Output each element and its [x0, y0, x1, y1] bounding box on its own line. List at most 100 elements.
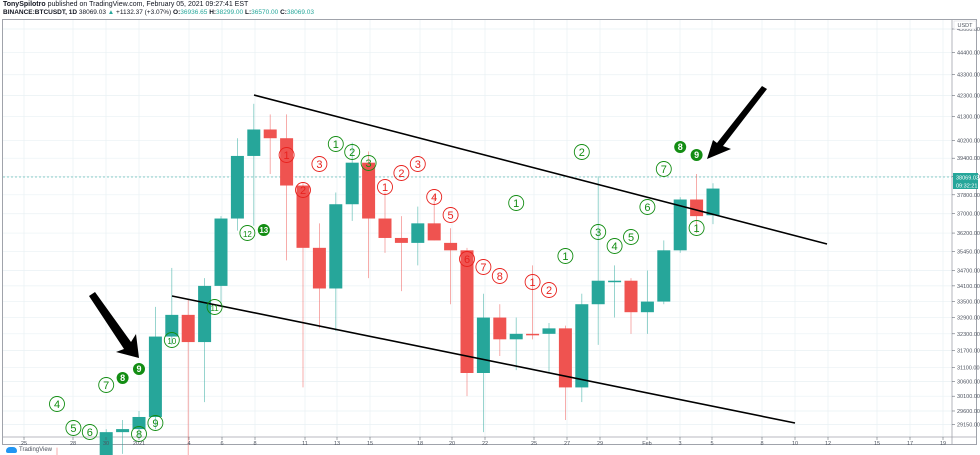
svg-text:3: 3 — [316, 159, 322, 171]
candle[interactable] — [198, 278, 212, 403]
candle[interactable] — [591, 176, 605, 345]
candle[interactable] — [526, 265, 540, 340]
candle[interactable] — [214, 216, 228, 307]
close-value: 38069.03 — [286, 9, 315, 16]
candle[interactable] — [51, 447, 64, 455]
price-tick: 39400.00 — [957, 156, 980, 162]
svg-text:12: 12 — [243, 230, 252, 239]
price-tick: 41300.00 — [957, 115, 980, 121]
candle[interactable] — [444, 228, 458, 305]
candle[interactable] — [509, 317, 523, 371]
td-count-marker: 5 — [442, 207, 459, 223]
candle[interactable] — [116, 419, 130, 454]
date-tick: 29 — [597, 441, 603, 447]
svg-text:2: 2 — [398, 168, 404, 180]
price-tick: 30600.00 — [957, 380, 980, 386]
svg-text:10: 10 — [167, 337, 176, 346]
td-count-marker: 4 — [426, 189, 443, 205]
svg-text:6: 6 — [87, 427, 93, 439]
date-tick: 6 — [220, 441, 223, 447]
date-tick: 8 — [253, 441, 256, 447]
svg-text:7: 7 — [661, 164, 667, 176]
svg-text:8: 8 — [678, 142, 683, 152]
price-tick: 37000.00 — [957, 212, 980, 218]
close-label: C: — [280, 9, 287, 16]
up-triangle-icon: ▲ — [107, 9, 115, 16]
candle[interactable] — [558, 325, 572, 420]
date-tick: 2021 — [133, 441, 145, 447]
td-count-marker: 1 — [278, 147, 295, 163]
svg-text:5: 5 — [628, 232, 634, 244]
svg-text:6: 6 — [644, 202, 650, 214]
td-count-marker: 10 — [163, 332, 180, 348]
date-tick: Feb — [642, 441, 651, 447]
candle[interactable] — [608, 265, 622, 318]
svg-text:1: 1 — [530, 277, 536, 289]
td-count-marker: 6 — [639, 199, 656, 215]
td-count-marker: 2 — [393, 165, 410, 181]
upper-trendline — [253, 94, 828, 245]
candle[interactable] — [394, 216, 408, 292]
candle[interactable] — [427, 194, 441, 241]
candle[interactable] — [624, 278, 638, 334]
date-tick: 15 — [367, 441, 373, 447]
price-tick: 33500.00 — [957, 300, 980, 306]
td-count-marker: 6 — [81, 424, 98, 440]
date-tick: 10 — [792, 441, 798, 447]
date-tick: 8 — [760, 441, 763, 447]
td-count-marker: 7 — [475, 259, 492, 275]
candle[interactable] — [263, 114, 277, 175]
symbol-legend: BINANCE:BTCUSDT, 1D 38069.03 ▲ +1132.37 … — [3, 9, 314, 16]
candle[interactable] — [640, 270, 654, 334]
candle[interactable] — [542, 322, 556, 373]
tradingview-logo[interactable]: TradingView — [6, 447, 52, 453]
candle[interactable] — [312, 223, 326, 329]
date-tick: 22 — [482, 441, 488, 447]
candle[interactable] — [148, 306, 162, 430]
candle[interactable] — [690, 174, 704, 234]
svg-text:8: 8 — [497, 271, 503, 283]
price-tick: 40200.00 — [957, 138, 980, 144]
td-count-marker: 9 — [133, 363, 145, 375]
lower-trendline — [171, 295, 796, 424]
candle[interactable] — [345, 142, 359, 221]
td-count-marker: 8 — [491, 268, 508, 284]
candle[interactable] — [230, 138, 244, 231]
candle[interactable] — [657, 240, 671, 305]
candle[interactable] — [706, 183, 720, 225]
symbol: BINANCE:BTCUSDT, 1D — [3, 9, 78, 16]
candle[interactable] — [181, 298, 195, 455]
price-tick: 42300.00 — [957, 93, 980, 99]
candle[interactable] — [296, 183, 310, 388]
td-count-marker: 3 — [360, 155, 377, 171]
last-price: 38069.03 — [78, 9, 106, 16]
candle[interactable] — [476, 293, 490, 433]
price-tick: 32300.00 — [957, 332, 980, 338]
svg-text:13: 13 — [259, 226, 268, 235]
candle[interactable] — [247, 103, 261, 226]
date-tick: 30 — [103, 441, 109, 447]
td-count-marker: 1 — [524, 274, 541, 290]
price-tick: 30100.00 — [957, 394, 980, 400]
price-tick: 44400.00 — [957, 51, 980, 57]
svg-text:3: 3 — [595, 227, 601, 239]
td-count-marker: 1 — [377, 179, 393, 195]
candle[interactable] — [575, 293, 589, 403]
candle[interactable] — [460, 247, 474, 397]
current-price-tag: 38069.03 — [956, 176, 979, 182]
author: TonySpilotro — [3, 1, 46, 8]
price-tick: 29150.00 — [957, 423, 980, 429]
published-text: published on TradingView.com, February 0… — [47, 1, 249, 8]
candle[interactable] — [411, 206, 425, 266]
candle[interactable] — [132, 410, 146, 439]
candle[interactable] — [378, 192, 392, 253]
candle[interactable] — [493, 304, 507, 356]
candle[interactable] — [329, 192, 343, 332]
candle[interactable] — [280, 114, 294, 261]
svg-text:8: 8 — [136, 429, 142, 441]
td-count-marker: 13 — [257, 224, 270, 236]
candle[interactable] — [362, 151, 376, 279]
candle[interactable] — [165, 267, 179, 345]
date-tick: 28 — [70, 441, 76, 447]
